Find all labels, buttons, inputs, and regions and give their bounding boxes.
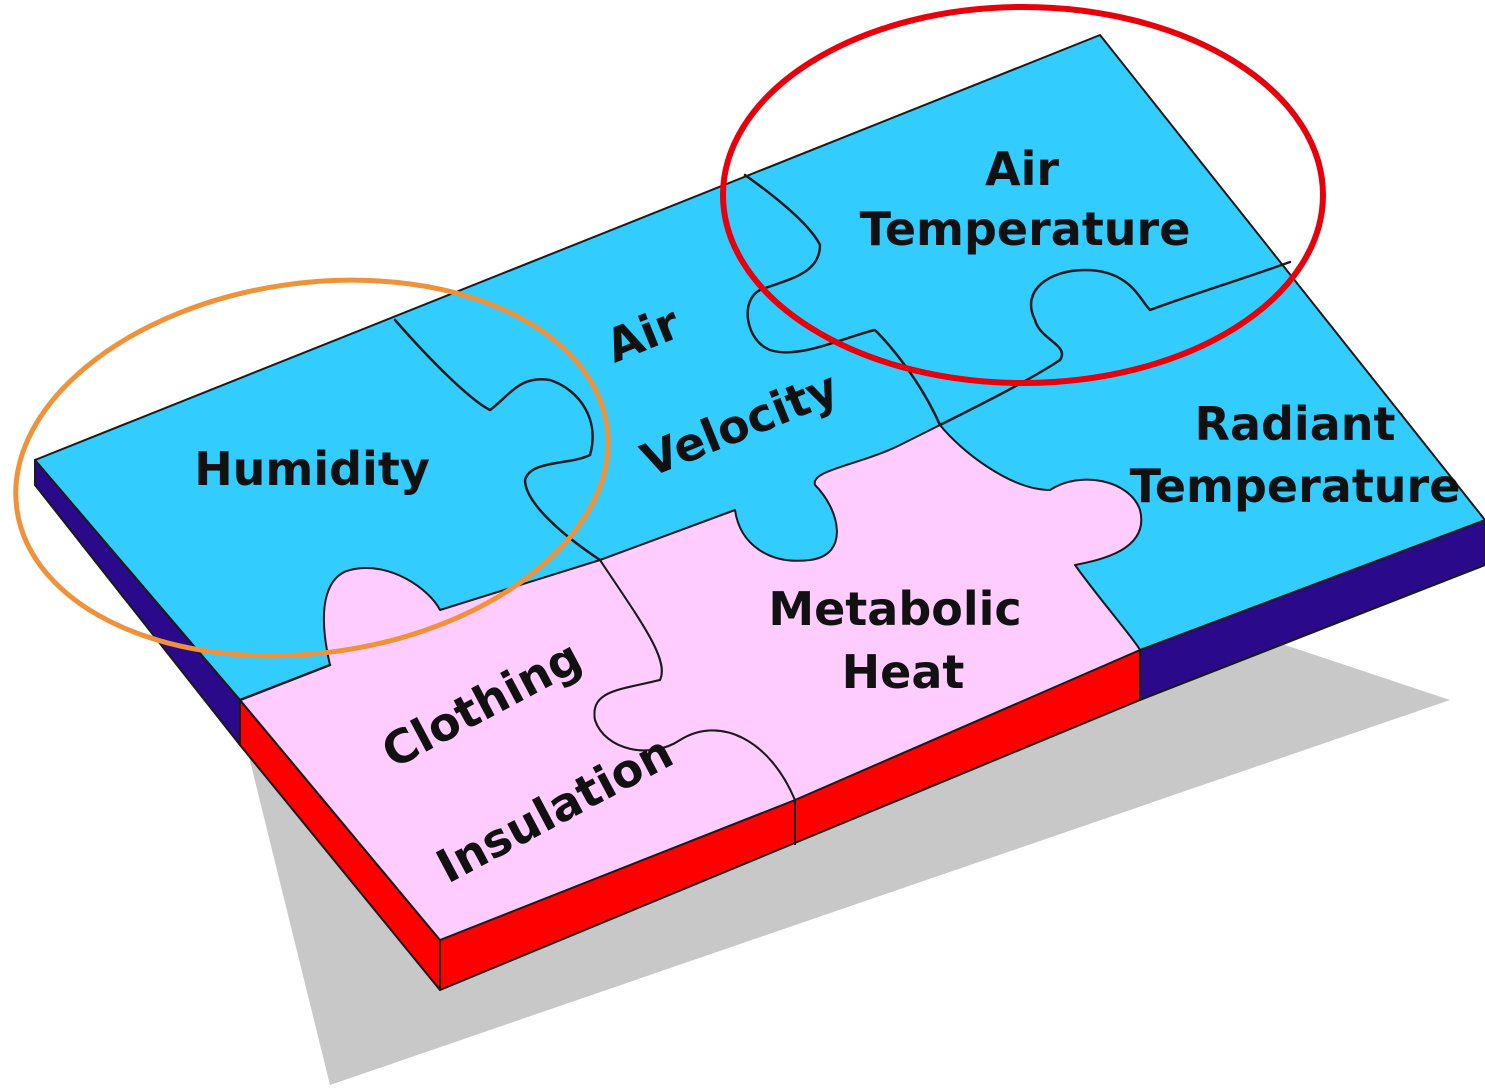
label-air-temperature-line-2: Temperature — [860, 202, 1191, 256]
label-air-temperature-line-1: Air — [985, 142, 1059, 196]
seam-humidity-velocity — [393, 318, 602, 562]
label-radiant-temperature-line-2: Temperature — [1130, 459, 1461, 513]
piece-metabolic-heat — [593, 424, 1143, 801]
label-radiant-temperature-line-1: Radiant — [1195, 397, 1396, 451]
air-temperature-highlight — [720, 4, 1326, 386]
seam-humidity-clothing — [238, 663, 332, 702]
label-metabolic-heat-line-1: Metabolic — [768, 582, 1021, 636]
seam-airtemp-radiant — [938, 260, 1292, 427]
label-metabolic-heat-line-2: Heat — [842, 645, 965, 699]
humidity-highlight — [13, 277, 611, 659]
label-humidity-line-1: Humidity — [194, 442, 430, 496]
label-humidity: Humidity — [194, 442, 430, 496]
seam-velocity-airtemp — [743, 173, 942, 427]
